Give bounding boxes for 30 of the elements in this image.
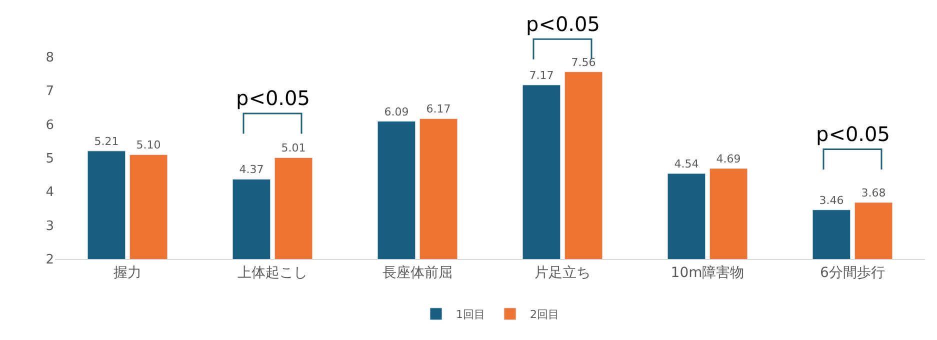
data-label: 5.10 (136, 138, 161, 152)
y-tick-label: 3 (46, 218, 54, 234)
y-tick-label: 5 (46, 152, 54, 167)
text: p<0.05 (526, 12, 600, 36)
data-label: 4.54 (674, 157, 699, 170)
x-tick-label: 10m障害物 (670, 264, 744, 281)
data-label: 4.69 (716, 152, 741, 166)
data-label: 3.46 (819, 194, 844, 207)
legend-label: 2回目 (530, 308, 559, 322)
data-label: 5.01 (281, 142, 306, 155)
x-tick-label: 片足立ち (534, 264, 590, 281)
data-label: 4.37 (239, 163, 264, 176)
x-tick-label: 握力 (114, 264, 142, 281)
x-tick-label: 長座体前屈 (382, 264, 452, 281)
y-tick-label: 4 (46, 185, 54, 200)
x-tick-label: 6分間歩行 (820, 264, 885, 281)
data-label: 5.21 (94, 134, 119, 148)
data-label: 7.56 (571, 56, 596, 69)
y-tick-label: 6 (46, 118, 54, 133)
legend-label: 1回目 (456, 308, 485, 322)
y-tick-label: 8 (46, 50, 54, 66)
data-label: 3.68 (861, 186, 886, 200)
annotation: p<0.05 (816, 122, 890, 146)
data-label: 6.17 (426, 102, 451, 116)
data-label: 7.17 (529, 68, 554, 82)
data-label: 6.09 (384, 105, 409, 118)
y-tick-label: 7 (46, 84, 54, 100)
y-tick-label: 2 (46, 252, 54, 268)
annotation: p<0.05 (236, 86, 310, 110)
x-tick-label: 上体起こし (238, 264, 308, 281)
